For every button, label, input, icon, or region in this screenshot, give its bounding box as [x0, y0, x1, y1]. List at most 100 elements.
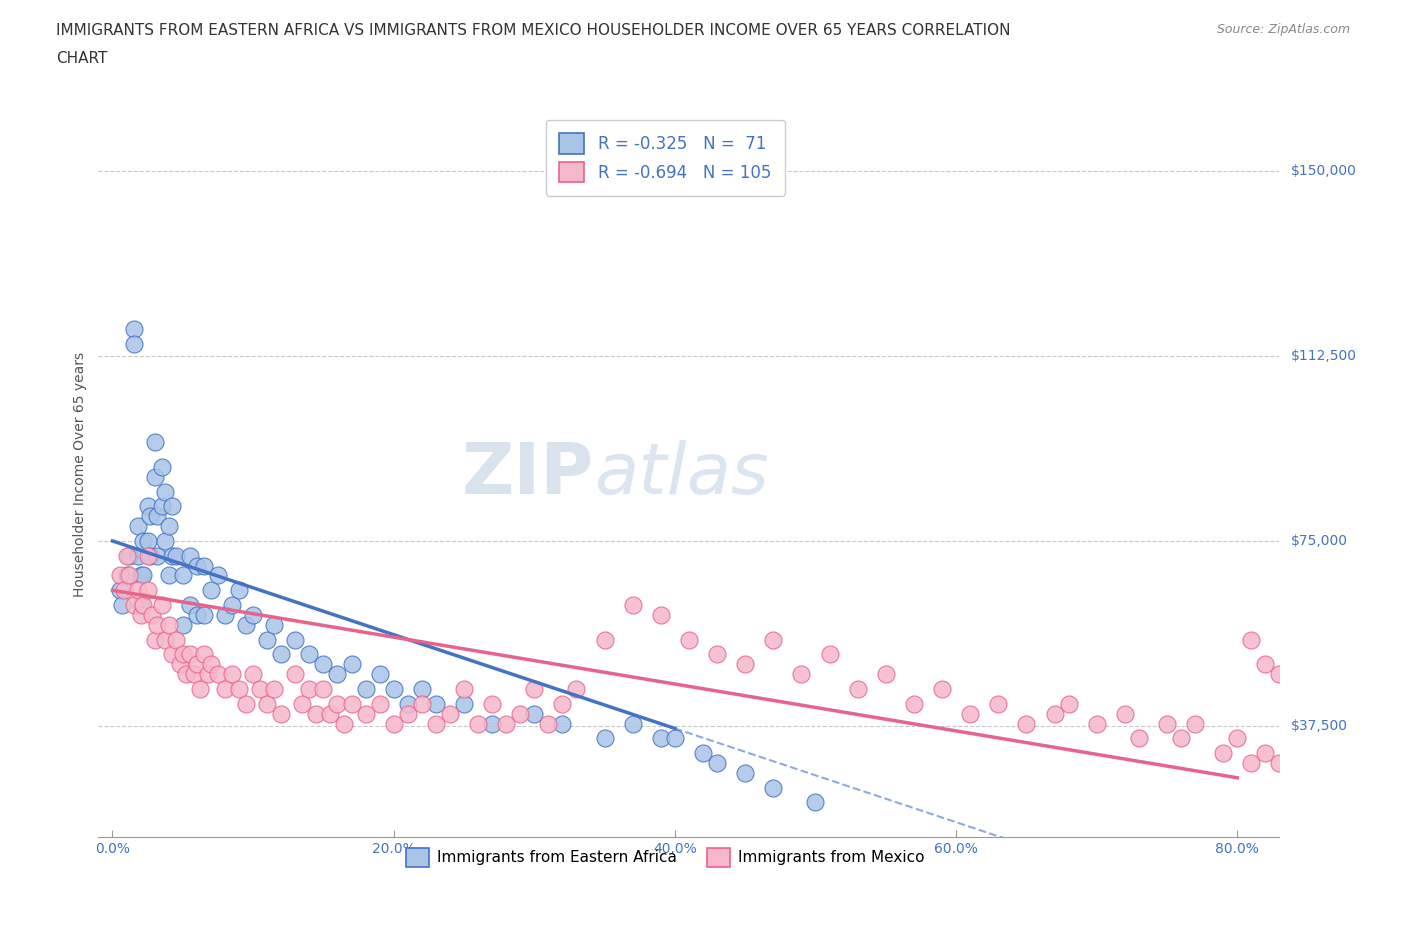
- Point: [127, 583, 149, 598]
- Point: [270, 706, 292, 721]
- Point: [127, 549, 149, 564]
- Point: [621, 716, 644, 731]
- Point: [790, 667, 813, 682]
- Point: [136, 583, 159, 598]
- Point: [143, 632, 166, 647]
- Point: [214, 682, 236, 697]
- Point: [186, 558, 208, 573]
- Text: $112,500: $112,500: [1291, 349, 1357, 363]
- Point: [481, 697, 503, 711]
- Point: [1310, 716, 1333, 731]
- Point: [959, 706, 981, 721]
- Point: [1324, 765, 1347, 780]
- Point: [200, 583, 222, 598]
- Point: [249, 682, 271, 697]
- Point: [333, 716, 356, 731]
- Point: [263, 618, 285, 632]
- Point: [242, 607, 264, 622]
- Point: [1057, 697, 1080, 711]
- Point: [1114, 706, 1136, 721]
- Point: [141, 607, 163, 622]
- Point: [298, 647, 321, 662]
- Point: [122, 598, 145, 613]
- Point: [1240, 632, 1263, 647]
- Point: [481, 716, 503, 731]
- Point: [111, 598, 134, 613]
- Point: [537, 716, 560, 731]
- Point: [122, 321, 145, 336]
- Point: [650, 731, 672, 746]
- Point: [221, 598, 243, 613]
- Point: [368, 697, 391, 711]
- Point: [228, 583, 250, 598]
- Point: [193, 607, 215, 622]
- Point: [1367, 755, 1389, 770]
- Point: [284, 667, 307, 682]
- Point: [263, 682, 285, 697]
- Point: [987, 697, 1010, 711]
- Point: [143, 435, 166, 450]
- Point: [396, 706, 419, 721]
- Point: [242, 667, 264, 682]
- Point: [127, 519, 149, 534]
- Point: [453, 682, 475, 697]
- Point: [118, 568, 141, 583]
- Point: [256, 697, 278, 711]
- Point: [523, 706, 546, 721]
- Point: [188, 682, 211, 697]
- Point: [183, 667, 205, 682]
- Text: atlas: atlas: [595, 440, 769, 509]
- Point: [818, 647, 841, 662]
- Point: [207, 667, 229, 682]
- Point: [354, 706, 377, 721]
- Point: [762, 780, 785, 795]
- Point: [221, 667, 243, 682]
- Point: [291, 697, 314, 711]
- Point: [186, 607, 208, 622]
- Point: [1353, 765, 1375, 780]
- Point: [150, 598, 173, 613]
- Point: [179, 647, 201, 662]
- Point: [132, 534, 155, 549]
- Text: $37,500: $37,500: [1291, 719, 1347, 733]
- Point: [193, 558, 215, 573]
- Point: [495, 716, 517, 731]
- Point: [160, 498, 183, 513]
- Point: [340, 697, 363, 711]
- Point: [298, 682, 321, 697]
- Point: [706, 755, 728, 770]
- Point: [165, 632, 187, 647]
- Y-axis label: Householder Income Over 65 years: Householder Income Over 65 years: [73, 352, 87, 597]
- Point: [129, 607, 152, 622]
- Point: [326, 697, 349, 711]
- Point: [846, 682, 869, 697]
- Point: [179, 598, 201, 613]
- Point: [312, 657, 335, 671]
- Point: [340, 657, 363, 671]
- Point: [1128, 731, 1150, 746]
- Point: [903, 697, 925, 711]
- Point: [153, 534, 176, 549]
- Point: [174, 667, 197, 682]
- Point: [650, 607, 672, 622]
- Point: [523, 682, 546, 697]
- Point: [425, 697, 447, 711]
- Point: [153, 485, 176, 499]
- Point: [200, 657, 222, 671]
- Point: [1296, 697, 1319, 711]
- Point: [146, 549, 169, 564]
- Point: [382, 716, 405, 731]
- Point: [136, 498, 159, 513]
- Point: [270, 647, 292, 662]
- Point: [305, 706, 328, 721]
- Point: [931, 682, 953, 697]
- Text: ZIP: ZIP: [463, 440, 595, 509]
- Point: [706, 647, 728, 662]
- Point: [1156, 716, 1178, 731]
- Point: [108, 568, 131, 583]
- Point: [172, 647, 194, 662]
- Point: [179, 549, 201, 564]
- Point: [169, 657, 191, 671]
- Point: [157, 618, 180, 632]
- Point: [235, 697, 257, 711]
